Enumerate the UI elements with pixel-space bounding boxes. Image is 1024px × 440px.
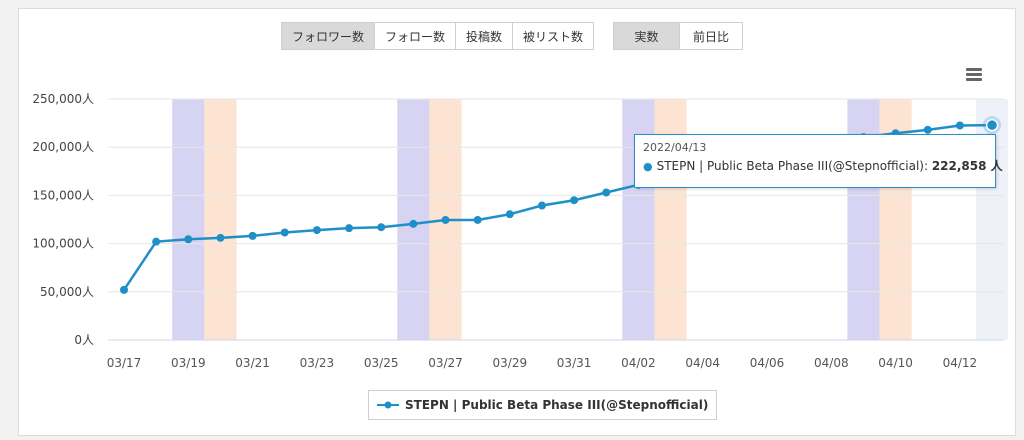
x-tick-label: 03/19 bbox=[171, 356, 206, 370]
x-tick-label: 04/10 bbox=[878, 356, 913, 370]
data-point bbox=[441, 215, 450, 224]
y-tick-label: 0人 bbox=[74, 333, 94, 347]
tab-posts[interactable]: 投稿数 bbox=[455, 22, 514, 50]
x-tick-label: 03/31 bbox=[557, 356, 592, 370]
data-point bbox=[345, 224, 354, 233]
y-tick-label: 200,000人 bbox=[32, 140, 94, 154]
tooltip-value: 222,858 人 bbox=[931, 159, 1003, 173]
data-point bbox=[473, 215, 482, 224]
data-point bbox=[184, 235, 193, 244]
data-point bbox=[152, 237, 161, 246]
tab-day-over-day[interactable]: 前日比 bbox=[679, 22, 743, 50]
tab-listed[interactable]: 被リスト数 bbox=[512, 22, 595, 50]
data-point bbox=[409, 219, 418, 228]
y-tick-label: 100,000人 bbox=[32, 237, 94, 251]
weekend-band bbox=[204, 99, 237, 340]
y-tick-label: 250,000人 bbox=[32, 92, 94, 106]
x-tick-label: 03/23 bbox=[300, 356, 335, 370]
data-point bbox=[570, 196, 579, 205]
data-point bbox=[923, 125, 932, 134]
tab-followers[interactable]: フォロワー数 bbox=[281, 22, 376, 50]
data-point bbox=[537, 201, 546, 210]
x-tick-label: 03/25 bbox=[364, 356, 399, 370]
weekend-band bbox=[172, 99, 205, 340]
data-point bbox=[280, 228, 289, 237]
weekend-band bbox=[397, 99, 430, 340]
tooltip-date: 2022/04/13 bbox=[643, 141, 707, 154]
data-point bbox=[377, 223, 386, 232]
tooltip-series-dot-icon: ● bbox=[643, 160, 653, 173]
mode-tab-group: 実数 前日比 bbox=[613, 22, 743, 50]
x-tick-label: 04/08 bbox=[814, 356, 849, 370]
data-point bbox=[248, 231, 257, 240]
data-point bbox=[602, 188, 611, 197]
legend-item[interactable]: STEPN | Public Beta Phase III(@Stepnoffi… bbox=[368, 390, 718, 420]
tab-actual[interactable]: 実数 bbox=[613, 22, 680, 50]
data-point-highlighted bbox=[985, 118, 999, 132]
metric-tab-group: フォロワー数 フォロー数 投稿数 被リスト数 bbox=[281, 22, 595, 50]
legend-label: STEPN | Public Beta Phase III(@Stepnoffi… bbox=[405, 398, 709, 412]
x-tick-label: 04/02 bbox=[621, 356, 656, 370]
y-tick-label: 50,000人 bbox=[40, 285, 94, 299]
data-point bbox=[216, 233, 225, 242]
data-point bbox=[312, 226, 321, 235]
x-tick-label: 04/04 bbox=[685, 356, 720, 370]
data-tooltip: 2022/04/13 ● STEPN | Public Beta Phase II… bbox=[634, 134, 1003, 188]
x-tick-label: 03/29 bbox=[493, 356, 528, 370]
tooltip-series-name: STEPN | Public Beta Phase III(@Stepnoffi… bbox=[656, 159, 928, 173]
hamburger-menu-icon[interactable] bbox=[966, 68, 982, 82]
y-tick-label: 150,000人 bbox=[32, 188, 94, 202]
legend-line-icon bbox=[377, 401, 399, 409]
x-tick-label: 03/21 bbox=[235, 356, 270, 370]
data-point bbox=[120, 285, 128, 294]
x-tick-label: 03/17 bbox=[107, 356, 142, 370]
x-tick-label: 04/06 bbox=[750, 356, 785, 370]
data-point bbox=[955, 121, 964, 130]
x-tick-label: 03/27 bbox=[428, 356, 463, 370]
x-tick-label: 04/12 bbox=[943, 356, 978, 370]
data-point bbox=[505, 210, 514, 219]
